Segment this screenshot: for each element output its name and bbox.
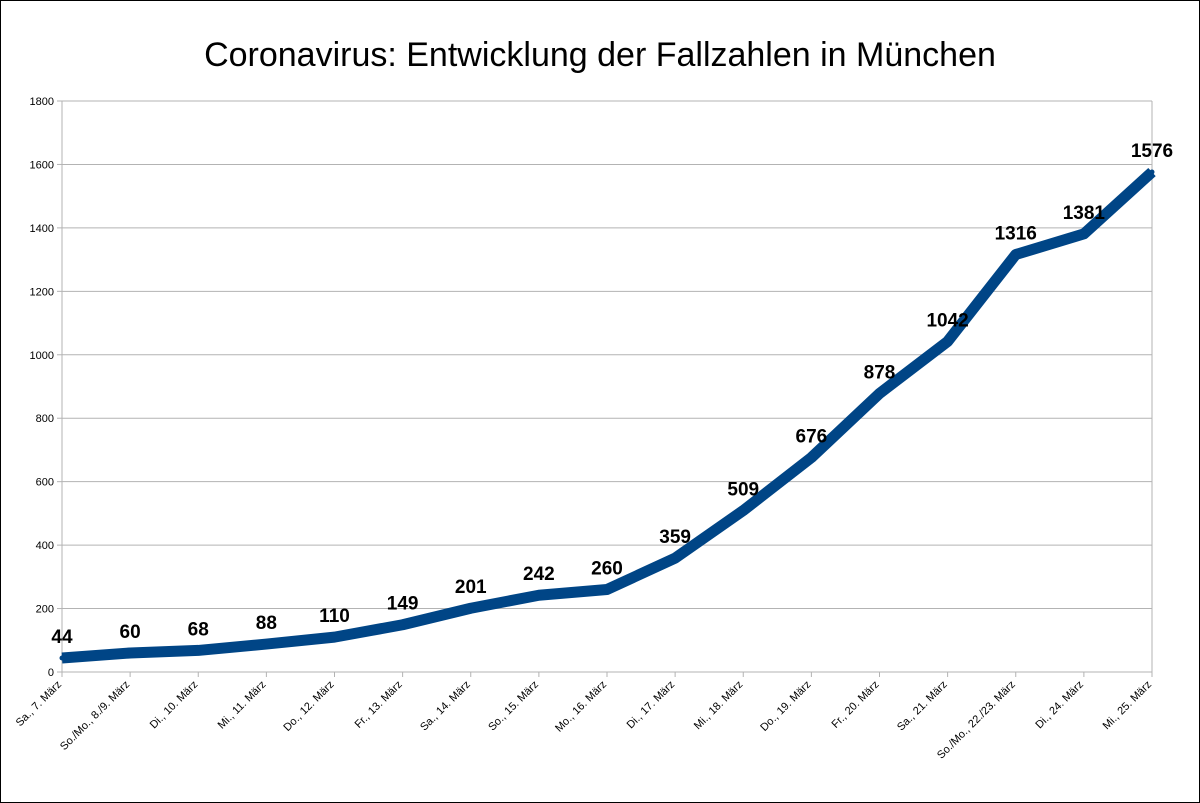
- x-tick-label: Fr., 13. März: [353, 679, 405, 731]
- x-tick-label: Sa., 14. März: [418, 679, 473, 734]
- x-tick-label: Sa., 21. März: [895, 679, 950, 734]
- gridlines: [62, 100, 1152, 610]
- data-point: [945, 338, 951, 344]
- x-tick-label: So./Mo., 22./23. März: [935, 679, 1018, 762]
- x-tick-label: So., 15. März: [486, 679, 541, 734]
- data-label: 60: [120, 622, 141, 643]
- data-label: 878: [864, 362, 896, 383]
- data-point: [808, 455, 814, 461]
- data-label: 110: [319, 606, 350, 627]
- y-tick-label: 0: [48, 667, 54, 679]
- y-axis-tick-labels: 0 200 400 600 800 1000 1200 1400 1600 1800: [30, 96, 54, 679]
- x-tick-label: Mi., 25. März: [1101, 679, 1154, 732]
- x-tick-label: Di., 17. März: [625, 679, 678, 732]
- data-label: 676: [796, 427, 828, 448]
- data-point: [195, 647, 201, 653]
- data-point: [468, 605, 474, 611]
- y-tick-label: 400: [36, 540, 54, 552]
- x-tick-label: So./Mo., 8./9. März: [58, 679, 132, 753]
- data-point: [1081, 231, 1087, 237]
- data-point: [536, 592, 542, 598]
- x-tick-label: Di., 24. März: [1033, 679, 1086, 732]
- y-tick-label: 200: [36, 604, 54, 616]
- data-label: 1381: [1063, 203, 1106, 224]
- x-tick-label: Do., 12. März: [281, 679, 336, 734]
- data-point: [263, 641, 269, 647]
- y-tick-label: 1200: [30, 286, 54, 298]
- y-tick-label: 1000: [30, 350, 54, 362]
- data-label: 149: [387, 594, 419, 615]
- data-label: 1042: [926, 310, 968, 331]
- x-tick-label: Sa., 7. März: [14, 679, 64, 729]
- data-label: 242: [523, 564, 555, 585]
- x-tick-label: Fr., 20. März: [829, 679, 881, 731]
- data-label: 68: [188, 619, 209, 640]
- data-point: [1149, 169, 1155, 175]
- data-point: [400, 622, 406, 628]
- y-tick-label: 1600: [30, 159, 54, 171]
- data-point: [877, 390, 882, 396]
- data-point: [672, 555, 678, 561]
- data-label: 260: [591, 559, 623, 580]
- y-tick-label: 1800: [30, 96, 54, 108]
- x-tick-label: Mo., 16. März: [553, 679, 609, 735]
- data-label: 1576: [1131, 141, 1173, 162]
- x-tick-label: Mi., 18. März: [692, 679, 745, 732]
- x-tick-label: Di., 10. März: [148, 679, 201, 732]
- series-line: [61, 167, 1156, 664]
- data-label: 88: [256, 613, 277, 634]
- data-point: [740, 508, 746, 514]
- chart-title: Coronavirus: Entwicklung der Fallzahlen …: [204, 36, 996, 74]
- axes: [57, 100, 1153, 677]
- data-labels: 44 60 68 88 110 149 201 242 260 359 509 676 878 1042 1…: [51, 141, 1173, 648]
- x-tick-label: Mi., 11. März: [216, 679, 269, 732]
- data-label: 44: [51, 627, 73, 648]
- data-point: [604, 587, 610, 593]
- data-point: [127, 650, 133, 656]
- x-tick-label: Do., 19. März: [758, 679, 813, 734]
- data-point: [1013, 252, 1019, 258]
- y-tick-label: 800: [36, 413, 54, 425]
- y-tick-label: 600: [36, 477, 54, 489]
- data-label: 201: [455, 577, 487, 598]
- data-label: 509: [727, 480, 759, 501]
- data-label: 1316: [995, 224, 1037, 245]
- y-tick-label: 1400: [30, 223, 54, 235]
- data-point: [59, 655, 65, 661]
- data-label: 359: [659, 527, 691, 548]
- data-point: [332, 634, 337, 640]
- series-layer: [59, 167, 1156, 664]
